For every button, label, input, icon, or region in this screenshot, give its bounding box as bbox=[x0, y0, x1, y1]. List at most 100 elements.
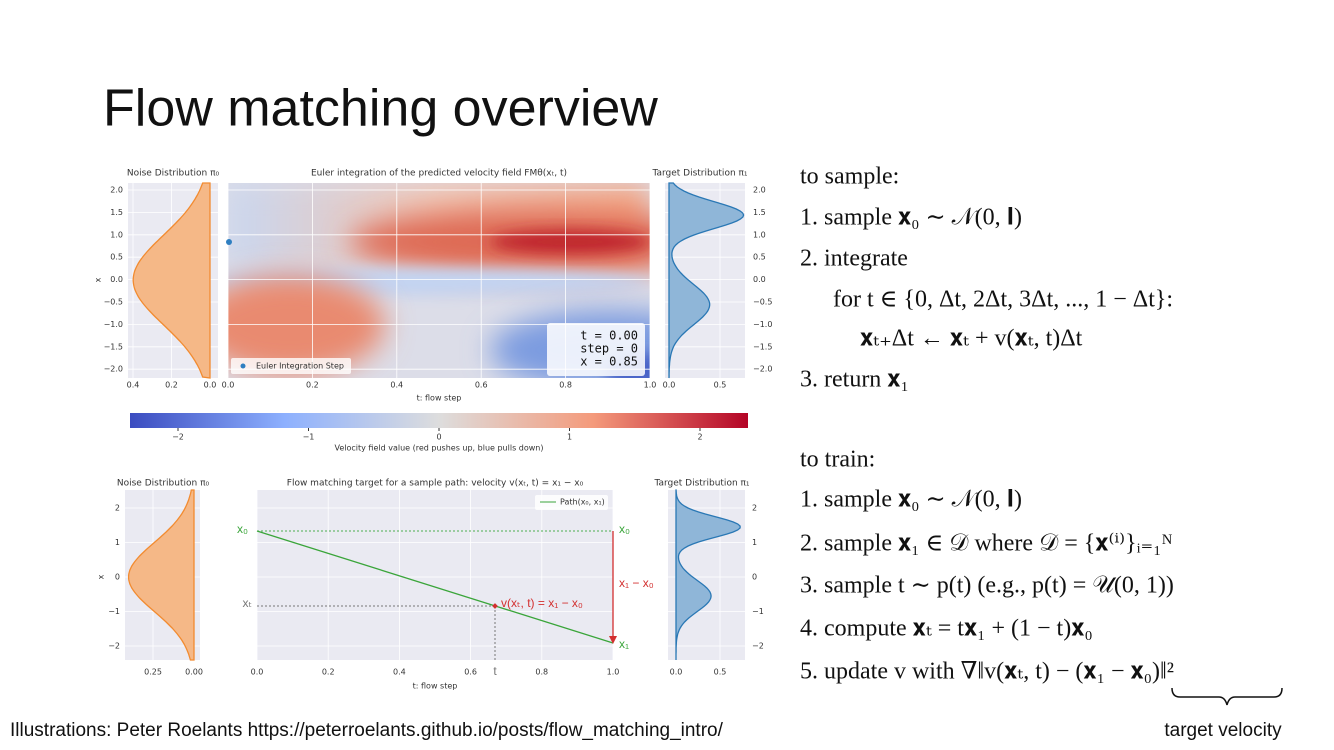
y-tick-label: −0.5 bbox=[104, 298, 123, 307]
y-tick-label: −1 bbox=[108, 607, 120, 616]
x-tick-label: 0.00 bbox=[185, 668, 203, 677]
annotation: x₁ − x₀ bbox=[619, 576, 654, 590]
legend-box bbox=[231, 358, 351, 374]
colorbar-tick-label: 1 bbox=[567, 433, 572, 442]
panel-title: Target Distribution π₁ bbox=[651, 169, 747, 179]
legend-label: Path(x₀, x₁) bbox=[560, 498, 605, 507]
status-line: t = 0.00 bbox=[580, 329, 638, 343]
colorbar-tick-label: −1 bbox=[303, 433, 315, 442]
x-tick-label: 0.25 bbox=[144, 668, 162, 677]
x-tick-label: 1.0 bbox=[607, 668, 620, 677]
algorithm-step: 1. sample 𝐱₀ ∼ 𝒩(0, 𝐈) bbox=[800, 205, 1022, 231]
y-tick-label: 1 bbox=[752, 538, 757, 547]
algorithm-step: 1. sample 𝐱₀ ∼ 𝒩(0, 𝐈) bbox=[800, 487, 1022, 513]
footer: Illustrations: Peter Roelants https://pe… bbox=[10, 720, 724, 741]
y-tick-label: −1.0 bbox=[104, 320, 123, 329]
panel-title: Target Distribution π₁ bbox=[653, 479, 749, 489]
colorbar-tick-label: 0 bbox=[436, 433, 441, 442]
x-tick-label: 0.0 bbox=[222, 381, 235, 390]
annotation: x₀ bbox=[619, 522, 630, 536]
x-tick-label: 0.2 bbox=[306, 381, 319, 390]
y-tick-label: 2 bbox=[752, 504, 757, 513]
x-tick-label: 0.5 bbox=[714, 668, 727, 677]
x-tick-label: 0.0 bbox=[204, 381, 217, 390]
x-tick-label: 0.2 bbox=[165, 381, 178, 390]
x-tick-label: 0.4 bbox=[127, 381, 140, 390]
y-tick-label: −1.5 bbox=[753, 342, 772, 351]
heat-region bbox=[490, 230, 650, 254]
y-tick-label: −0.5 bbox=[753, 298, 772, 307]
status-line: step = 0 bbox=[580, 342, 638, 356]
y-tick-label: 1.5 bbox=[110, 208, 123, 217]
slide-title: Flow matching overview bbox=[103, 80, 658, 138]
target-density bbox=[675, 489, 741, 660]
target-density bbox=[668, 182, 745, 379]
panel-title: Noise Distribution π₀ bbox=[117, 479, 210, 489]
y-tick-label: 1 bbox=[115, 538, 120, 547]
main-panel bbox=[257, 490, 613, 660]
x-tick-label: 0.0 bbox=[663, 381, 676, 390]
noise-density bbox=[132, 182, 211, 379]
annotation: x₀ bbox=[237, 522, 248, 536]
path-line bbox=[256, 530, 614, 644]
x-tick-label: 0.4 bbox=[390, 381, 403, 390]
colorbar-tick-label: 2 bbox=[697, 433, 702, 442]
x-tick-label: 0.4 bbox=[393, 668, 406, 677]
colorbar-tick-label: −2 bbox=[172, 433, 184, 442]
colorbar-label: Velocity field value (red pushes up, blu… bbox=[334, 444, 543, 453]
legend-box bbox=[535, 495, 608, 510]
panel-title: Noise Distribution π₀ bbox=[127, 169, 220, 179]
y-tick-label: 1.5 bbox=[753, 208, 766, 217]
x-tick-label: 1.0 bbox=[644, 381, 657, 390]
y-tick-label: −1.0 bbox=[753, 320, 772, 329]
colorbar bbox=[130, 413, 748, 428]
annotation: t bbox=[493, 664, 497, 678]
y-tick-label: −2 bbox=[108, 642, 120, 651]
y-tick-label: −2.0 bbox=[753, 365, 772, 374]
panel-title: Flow matching target for a sample path: … bbox=[287, 479, 584, 489]
y-tick-label: 0.5 bbox=[753, 253, 766, 262]
y-label: x bbox=[94, 277, 103, 282]
y-tick-label: −1.5 bbox=[104, 342, 123, 351]
y-tick-label: 0 bbox=[752, 573, 757, 582]
heading: to train: bbox=[800, 447, 875, 473]
y-tick-label: −1 bbox=[752, 607, 764, 616]
algorithm-step: 4. compute 𝐱ₜ = t𝐱₁ + (1 − t)𝐱₀ bbox=[800, 616, 1093, 642]
annotation: v(xₜ, t) = x₁ − x₀ bbox=[501, 596, 583, 610]
status-line: x = 0.85 bbox=[580, 355, 638, 369]
y-tick-label: 1.0 bbox=[110, 230, 123, 239]
algorithm-step: 3. return 𝐱₁ bbox=[800, 367, 909, 393]
x-tick-label: 0.0 bbox=[251, 668, 264, 677]
legend-label: Euler Integration Step bbox=[256, 362, 344, 371]
y-tick-label: 2 bbox=[115, 504, 120, 513]
brace-label: target velocity bbox=[1164, 720, 1282, 741]
y-tick-label: −2 bbox=[752, 642, 764, 651]
algorithm-step: for t ∈ {0, Δt, 2Δt, 3Δt, ..., 1 − Δt}: bbox=[833, 287, 1173, 313]
y-tick-label: 2.0 bbox=[110, 186, 123, 195]
y-tick-label: 0 bbox=[115, 573, 120, 582]
panel-title: Euler integration of the predicted veloc… bbox=[311, 169, 567, 179]
annotation: x₁ bbox=[619, 637, 629, 651]
x-tick-label: 0.8 bbox=[559, 381, 572, 390]
heat-region bbox=[228, 275, 385, 375]
y-label: x bbox=[97, 574, 106, 579]
y-tick-label: 2.0 bbox=[753, 186, 766, 195]
x-label: t: flow step bbox=[413, 682, 458, 691]
noise-density bbox=[127, 489, 195, 661]
x-tick-label: 0.0 bbox=[670, 668, 683, 677]
algorithm-step: 𝐱ₜ₊Δt ← 𝐱ₜ + v(𝐱ₜ, t)Δt bbox=[860, 326, 1083, 352]
algorithm-step: 5. update v with ∇‖v(𝐱ₜ, t) − (𝐱₁ − 𝐱₀)‖… bbox=[800, 659, 1174, 685]
arrow-head bbox=[609, 636, 617, 644]
algorithm-step: 2. sample 𝐱₁ ∈ 𝒟 where 𝒟 = {𝐱⁽ⁱ⁾}ᵢ₌₁ᴺ bbox=[800, 531, 1173, 557]
annotation: xₜ bbox=[242, 596, 252, 610]
x-tick-label: 0.6 bbox=[475, 381, 488, 390]
algorithm-step: 3. sample t ∼ p(t) (e.g., p(t) = 𝒰(0, 1)… bbox=[800, 573, 1174, 599]
x-tick-label: 0.5 bbox=[714, 381, 727, 390]
y-tick-label: 0.5 bbox=[110, 253, 123, 262]
x-tick-label: 0.6 bbox=[464, 668, 477, 677]
y-tick-label: 0.0 bbox=[110, 275, 123, 284]
brace bbox=[1171, 687, 1283, 706]
y-tick-label: 1.0 bbox=[753, 230, 766, 239]
status-box bbox=[547, 323, 645, 376]
